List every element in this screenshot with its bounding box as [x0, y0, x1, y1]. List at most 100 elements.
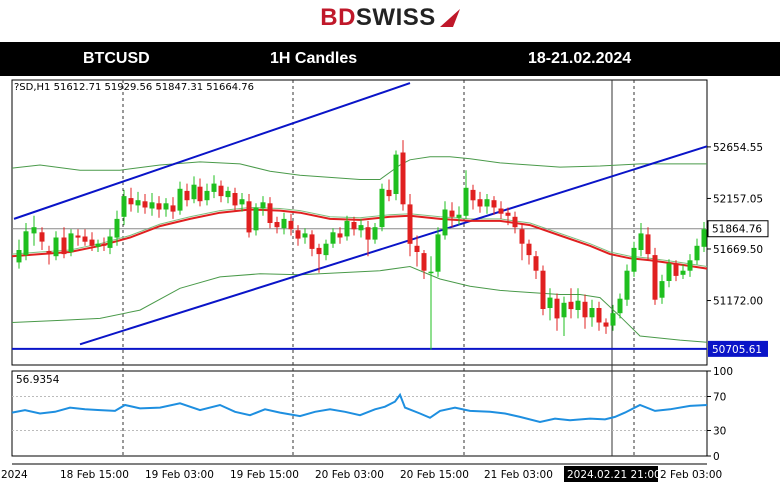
- candle-body: [617, 298, 623, 314]
- candle-body: [603, 322, 609, 327]
- candle-body: [274, 222, 280, 228]
- candle-body: [582, 301, 588, 318]
- time-label: 2 Feb 03:00: [660, 469, 722, 481]
- candle-body: [53, 237, 59, 257]
- candle-body: [323, 243, 329, 256]
- candle-body: [302, 233, 308, 238]
- candle-body: [316, 247, 322, 255]
- candle-body: [260, 202, 266, 209]
- trendlines: [12, 82, 708, 350]
- candle-body: [512, 216, 518, 228]
- candle-body: [435, 234, 441, 272]
- rsi-line: [11, 392, 708, 424]
- candle-body: [16, 250, 22, 263]
- candle-body: [365, 227, 371, 240]
- candle-body: [23, 231, 29, 256]
- ohlc-readout: ?SD,H1 51612.71 51929.56 51847.31 51664.…: [14, 82, 254, 93]
- candle-body: [666, 263, 672, 281]
- bollinger-upper: [11, 156, 707, 180]
- candle-body: [631, 247, 637, 272]
- current-price-label: 51864.76: [712, 224, 762, 236]
- price-panel-border: [11, 79, 708, 366]
- symbol-label: BTCUSD: [83, 50, 150, 67]
- candle-body: [75, 235, 81, 238]
- brand-logo: BDSWISS: [0, 0, 780, 36]
- time-label: 20 Feb 03:00: [315, 469, 384, 481]
- current-price-box: [707, 220, 769, 238]
- timeframe-label: 1H Candles: [270, 50, 358, 67]
- candle-body: [477, 199, 483, 207]
- candle-body: [701, 229, 707, 247]
- price-tick-label: 52654.55: [713, 142, 763, 154]
- candle-body: [95, 243, 101, 247]
- candle-body: [561, 302, 567, 318]
- brand-mark-icon: [439, 9, 460, 27]
- candle-body: [107, 236, 113, 248]
- moving-average: [11, 208, 708, 270]
- candle-body: [288, 220, 294, 230]
- bollinger-middle: [11, 206, 708, 267]
- candle-body: [149, 202, 155, 209]
- candle-body: [519, 229, 525, 244]
- chart-frame: [11, 79, 708, 465]
- candle-body: [225, 190, 231, 198]
- candle-body: [463, 187, 469, 216]
- candle-body: [540, 270, 546, 309]
- price-tick-label: 51669.50: [713, 244, 763, 256]
- bollinger-lower: [11, 265, 708, 343]
- crosshair-time-label: 2024.02.21 21:00: [567, 469, 661, 481]
- candle-body: [491, 200, 497, 208]
- candle-body: [568, 301, 574, 310]
- candle-body: [114, 218, 120, 238]
- candle-body: [680, 270, 686, 275]
- time-label: 19 Feb 03:00: [145, 469, 214, 481]
- candle-body: [687, 260, 693, 271]
- candle-body: [31, 227, 37, 234]
- brand-swiss: SWISS: [355, 4, 436, 31]
- bollinger-bands: [11, 156, 708, 343]
- candle-body: [575, 300, 581, 310]
- rsi-level-label: 0: [713, 451, 720, 463]
- rsi-level-label: 100: [713, 366, 733, 378]
- candle-body: [470, 189, 476, 201]
- candle-body: [610, 313, 616, 326]
- moving-average-line: [11, 208, 708, 270]
- candle-body: [449, 210, 455, 217]
- crosshair-time-box: [564, 466, 658, 482]
- support-price-label: 50705.61: [712, 344, 762, 356]
- candle-body: [309, 234, 315, 249]
- candle-body: [652, 255, 658, 300]
- candle-body: [498, 208, 504, 214]
- rsi-level-label: 30: [713, 426, 726, 438]
- candle-body: [232, 193, 238, 206]
- candle-body: [694, 245, 700, 261]
- candle-body: [218, 185, 224, 197]
- time-label: 20 Feb 15:00: [400, 469, 469, 481]
- candles: [16, 140, 707, 350]
- candle-body: [46, 251, 52, 255]
- time-label: 19 Feb 15:00: [230, 469, 299, 481]
- candle-body: [638, 233, 644, 250]
- candle-body: [386, 189, 392, 197]
- candle-body: [344, 220, 350, 237]
- candle-body: [533, 256, 539, 271]
- candle-body: [142, 201, 148, 208]
- candle-body: [163, 203, 169, 210]
- price-tick-label: 51172.00: [713, 296, 763, 308]
- time-axis: 2024 18 Feb 15:00 19 Feb 03:00 19 Feb 15:00…: [1, 466, 722, 482]
- candle-body: [624, 270, 630, 300]
- price-axis: 52654.55 52157.05 51669.50 51172.00 51864.76…: [707, 142, 769, 357]
- upper-channel-trendline: [13, 82, 411, 220]
- candle-body: [184, 190, 190, 201]
- candle-body: [484, 199, 490, 207]
- candle-body: [421, 253, 427, 271]
- candle-body: [547, 297, 553, 308]
- candle-body: [589, 308, 595, 318]
- candle-body: [673, 264, 679, 276]
- candle-body: [337, 233, 343, 238]
- candle-body: [645, 234, 651, 255]
- candle-body: [135, 200, 141, 206]
- candle-body: [121, 196, 127, 217]
- time-label: 2024: [1, 469, 28, 481]
